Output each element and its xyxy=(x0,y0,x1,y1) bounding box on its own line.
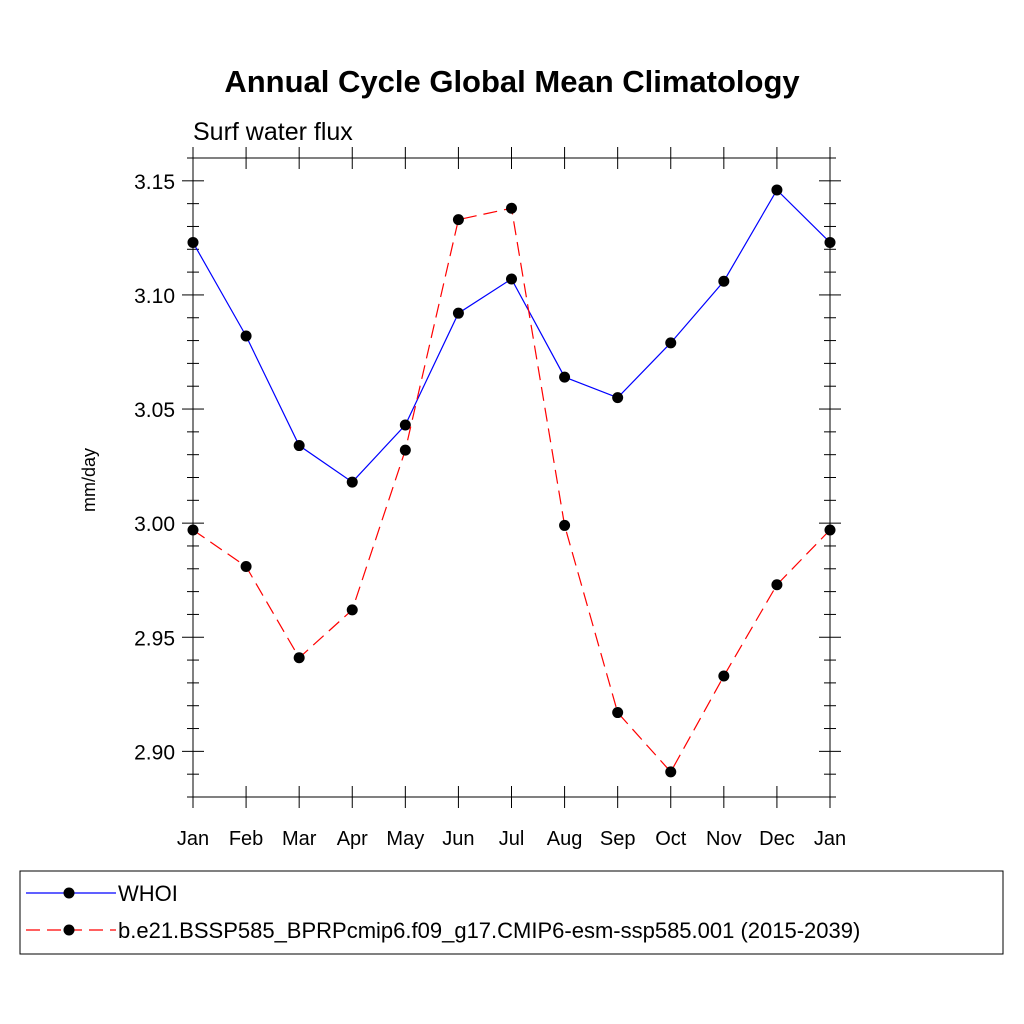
x-tick-label: Nov xyxy=(706,828,742,850)
data-point-series-1 xyxy=(187,524,199,536)
data-point-series-0 xyxy=(665,337,677,349)
data-point-series-0 xyxy=(824,236,836,248)
data-point-series-0 xyxy=(240,330,252,342)
y-tick-label: 2.95 xyxy=(134,627,175,650)
data-point-series-0 xyxy=(506,273,517,285)
data-point-series-1 xyxy=(771,579,783,591)
x-tick-label: Jan xyxy=(814,828,846,850)
data-point-series-1 xyxy=(399,444,411,456)
x-tick-label: Apr xyxy=(337,828,368,850)
data-point-series-1 xyxy=(346,604,358,616)
legend-label-1: b.e21.BSSP585_BPRPcmip6.f09_g17.CMIP6-es… xyxy=(118,918,860,943)
chart-subtitle: Surf water flux xyxy=(193,118,353,146)
x-tick-label: Dec xyxy=(759,828,795,850)
y-tick-label: 2.90 xyxy=(134,741,175,764)
data-point-series-1 xyxy=(559,519,571,531)
data-point-series-1 xyxy=(506,202,517,214)
data-point-series-1 xyxy=(293,652,305,664)
x-tick-label: Oct xyxy=(655,828,687,850)
y-axis-label: mm/day xyxy=(79,448,99,512)
data-point-series-0 xyxy=(346,476,358,488)
x-tick-label: Sep xyxy=(600,828,636,850)
y-tick-label: 3.15 xyxy=(134,171,175,194)
data-point-series-1 xyxy=(452,214,464,226)
x-tick-label: Feb xyxy=(229,828,263,850)
series-layer xyxy=(187,184,836,778)
x-tick-label: Jan xyxy=(177,828,209,850)
data-point-series-0 xyxy=(718,275,730,287)
data-point-series-1 xyxy=(240,561,252,573)
data-point-series-1 xyxy=(612,707,624,719)
data-point-series-0 xyxy=(612,392,624,404)
data-point-series-0 xyxy=(452,307,464,319)
legend-marker-0 xyxy=(63,887,75,899)
plot-frame xyxy=(192,157,831,798)
axis-ticks: 2.90 2.95 3.00 3.05 3.10 3.15 Jan Feb Mar Apr May J… xyxy=(134,147,846,850)
series-line-0 xyxy=(192,188,831,483)
legend-label-0: WHOI xyxy=(118,881,178,906)
data-point-series-1 xyxy=(718,670,730,682)
data-point-series-1 xyxy=(665,766,677,778)
y-tick-label: 3.05 xyxy=(134,399,175,422)
x-tick-label: Aug xyxy=(547,828,583,850)
series-line-1 xyxy=(192,207,831,773)
data-point-series-0 xyxy=(399,419,411,431)
legend: WHOI b.e21.BSSP585_BPRPcmip6.f09_g17.CMIP… xyxy=(26,881,860,943)
y-tick-label: 3.10 xyxy=(134,285,175,308)
legend-box xyxy=(19,870,1004,955)
x-tick-label: Jul xyxy=(499,828,525,850)
legend-marker-1 xyxy=(63,924,75,936)
data-point-series-0 xyxy=(559,371,571,383)
x-tick-label: May xyxy=(386,828,424,850)
data-point-series-0 xyxy=(187,236,199,248)
data-point-series-1 xyxy=(824,524,836,536)
x-tick-label: Jun xyxy=(442,828,474,850)
data-point-series-0 xyxy=(771,184,783,196)
y-tick-label: 3.00 xyxy=(134,513,175,536)
x-tick-label: Mar xyxy=(282,828,317,850)
data-point-series-0 xyxy=(293,440,305,452)
chart-title: Annual Cycle Global Mean Climatology xyxy=(224,64,800,99)
